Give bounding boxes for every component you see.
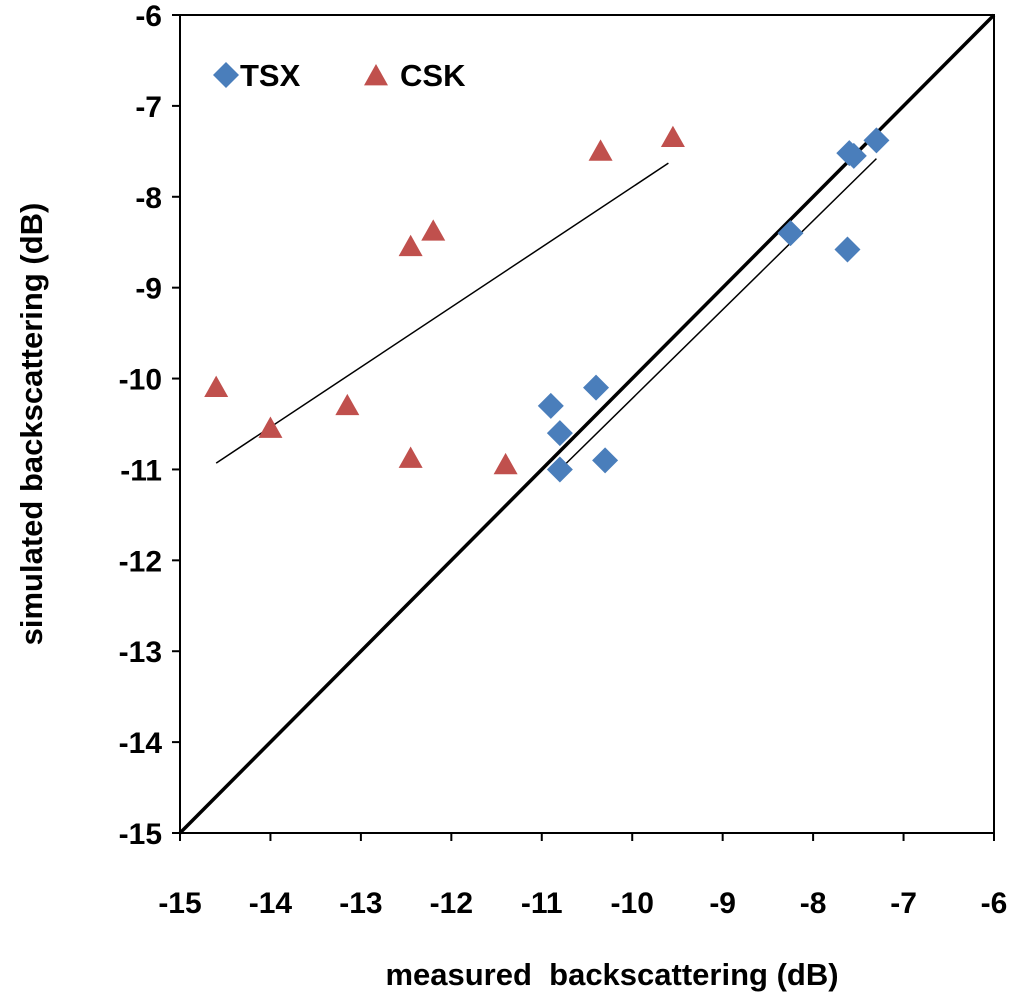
- y-axis-title: simulated backscattering (dB): [14, 203, 49, 646]
- x-tick-label: -9: [709, 887, 736, 920]
- x-tick-label: -12: [430, 887, 473, 920]
- csk-point: [588, 139, 613, 161]
- tsx-point: [592, 447, 619, 474]
- tsx-point: [546, 420, 573, 447]
- x-tick-label: -6: [981, 887, 1008, 920]
- trend-line: [215, 162, 669, 464]
- y-tick-label: -10: [119, 364, 162, 397]
- csk-point: [421, 219, 446, 241]
- x-tick-label: -7: [890, 887, 917, 920]
- csk-point: [398, 446, 423, 468]
- x-tick-label: -8: [800, 887, 827, 920]
- csk-point: [660, 125, 685, 148]
- x-tick-label: -14: [249, 887, 293, 920]
- points-layer: [204, 125, 890, 483]
- trend-line: [554, 158, 877, 475]
- legend-marker-tsx: [213, 62, 239, 88]
- tsx-point: [546, 456, 573, 483]
- y-tick-label: -7: [135, 91, 162, 124]
- y-tick-label: -11: [120, 454, 162, 487]
- x-tick-label: -10: [611, 887, 654, 920]
- x-tick-label: -11: [521, 887, 563, 920]
- y-tick-label: -8: [135, 182, 162, 215]
- legend-label-csk: CSK: [400, 58, 466, 93]
- legend-marker-csk: [364, 64, 388, 86]
- tsx-point: [840, 142, 867, 169]
- legend: TSX CSK: [213, 58, 466, 93]
- x-axis-title: measured backscattering (dB): [385, 957, 838, 992]
- y-tick-label: -13: [119, 636, 162, 669]
- y-tick-label: -15: [119, 818, 162, 851]
- y-tick-label: -9: [135, 273, 162, 306]
- csk-point: [335, 393, 360, 416]
- tsx-point: [834, 236, 861, 263]
- y-tick-label: -12: [119, 545, 162, 578]
- csk-point: [204, 375, 229, 398]
- y-tick-label: -6: [135, 0, 162, 33]
- csk-point: [398, 234, 423, 257]
- csk-point: [258, 416, 283, 438]
- y-tick-label: -14: [119, 727, 163, 760]
- tsx-point: [777, 220, 804, 247]
- tsx-point: [537, 392, 564, 419]
- tsx-point: [863, 127, 890, 154]
- x-tick-label: -13: [339, 887, 382, 920]
- legend-label-tsx: TSX: [240, 58, 301, 93]
- tsx-point: [583, 374, 610, 401]
- csk-point: [493, 452, 518, 475]
- ticks-layer: -15 -14 -13 -12 -11 -10 -9 -8 -7 -6 -15 -14 -13 -12 -1…: [119, 0, 1008, 920]
- x-tick-label: -15: [158, 887, 201, 920]
